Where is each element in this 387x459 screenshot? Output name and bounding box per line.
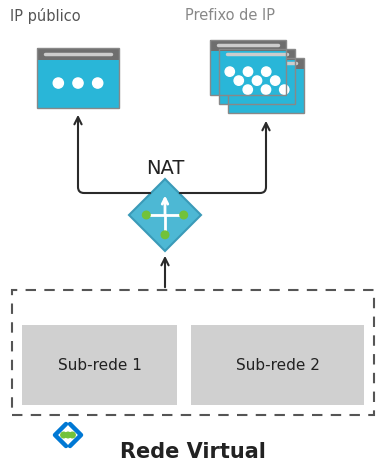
Bar <box>12 290 374 415</box>
Circle shape <box>243 67 253 76</box>
Circle shape <box>243 85 252 94</box>
Bar <box>210 50 286 95</box>
Bar <box>228 68 304 112</box>
Text: Sub-rede 2: Sub-rede 2 <box>236 358 319 373</box>
Text: IP público: IP público <box>10 8 80 24</box>
Circle shape <box>234 76 243 85</box>
Bar <box>228 57 304 112</box>
Text: Prefixo de IP: Prefixo de IP <box>185 8 275 23</box>
Circle shape <box>61 432 67 438</box>
Circle shape <box>262 67 271 76</box>
Bar <box>219 49 295 60</box>
Bar <box>37 48 119 60</box>
Circle shape <box>261 85 271 94</box>
Circle shape <box>279 85 289 94</box>
Bar <box>219 49 295 103</box>
Bar <box>210 39 286 95</box>
Circle shape <box>271 76 280 85</box>
Bar <box>191 325 364 405</box>
Circle shape <box>73 78 83 88</box>
Text: Rede Virtual: Rede Virtual <box>120 442 266 459</box>
Polygon shape <box>129 179 201 251</box>
Circle shape <box>65 432 71 438</box>
Bar <box>219 60 295 103</box>
Bar <box>37 48 119 108</box>
Bar <box>228 57 304 68</box>
Circle shape <box>225 67 235 76</box>
Bar <box>210 39 286 50</box>
Bar <box>37 60 119 108</box>
Circle shape <box>180 211 188 219</box>
Text: Sub-rede 1: Sub-rede 1 <box>58 358 141 373</box>
Circle shape <box>142 211 150 219</box>
Circle shape <box>53 78 63 88</box>
Circle shape <box>70 432 75 438</box>
Bar <box>22 325 177 405</box>
Circle shape <box>252 76 262 85</box>
Text: NAT: NAT <box>146 158 184 178</box>
Circle shape <box>161 231 169 239</box>
Circle shape <box>92 78 103 88</box>
